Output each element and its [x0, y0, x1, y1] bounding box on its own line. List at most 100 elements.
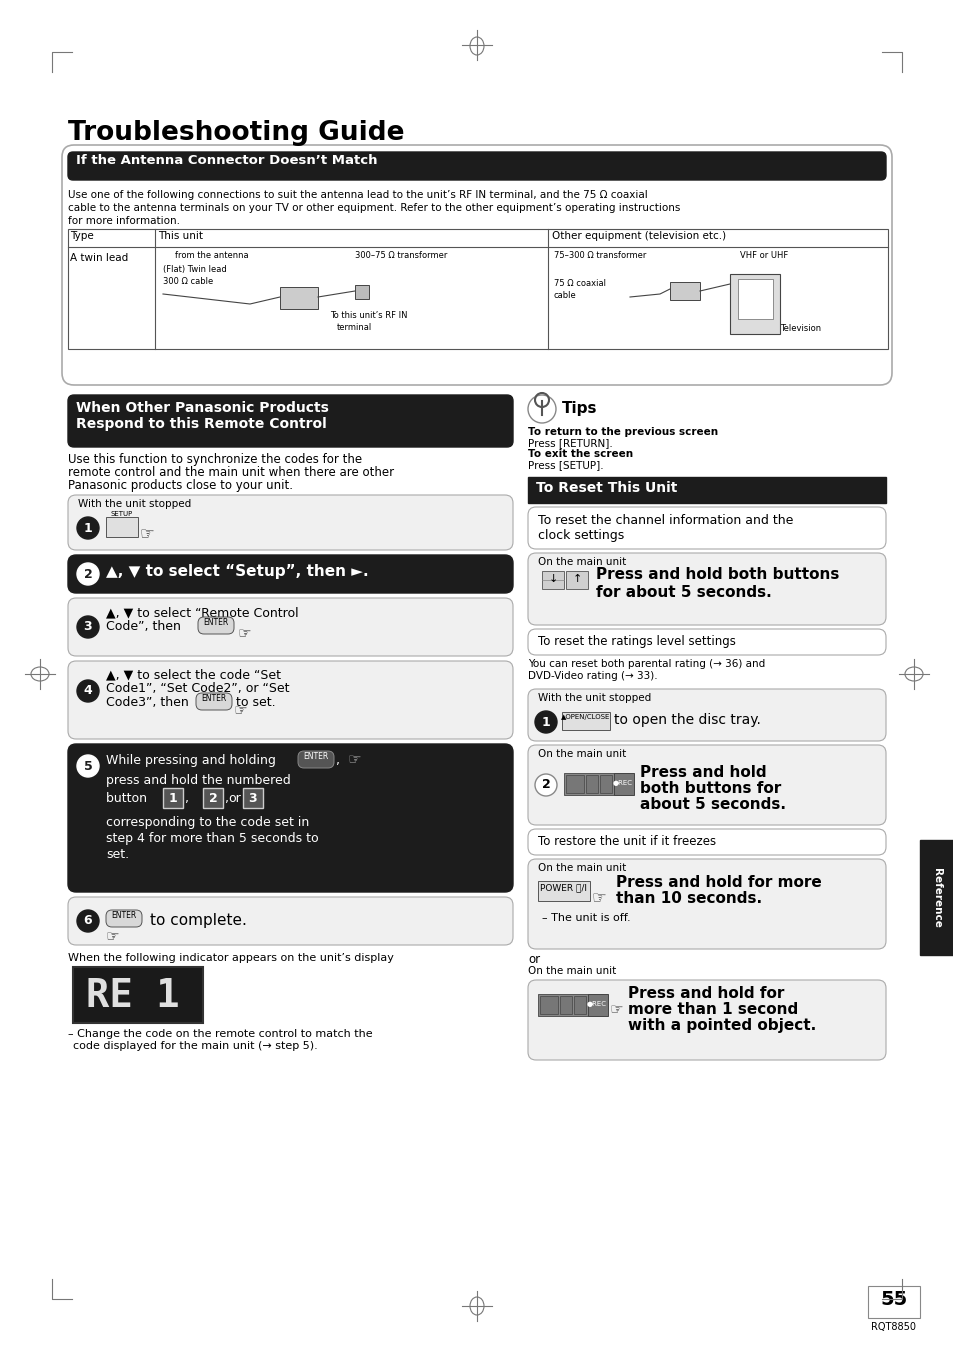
Text: ☞: ☞ [609, 1002, 623, 1017]
Text: Use one of the following connections to suit the antenna lead to the unit’s RF I: Use one of the following connections to … [68, 190, 647, 200]
Text: corresponding to the code set in: corresponding to the code set in [106, 816, 309, 830]
FancyBboxPatch shape [68, 555, 513, 593]
Text: more than 1 second: more than 1 second [627, 1002, 798, 1017]
Text: ●REC: ●REC [613, 780, 633, 786]
Text: 1: 1 [169, 792, 177, 804]
Text: 2: 2 [209, 792, 217, 804]
Bar [919, 840, 953, 955]
Text: If the Antenna Connector Doesn’t Match: If the Antenna Connector Doesn’t Match [76, 154, 377, 168]
Text: 3: 3 [84, 620, 92, 634]
Text: – The unit is off.: – The unit is off. [541, 913, 630, 923]
Text: Press and hold for more: Press and hold for more [616, 875, 821, 890]
Circle shape [527, 394, 556, 423]
Text: Television: Television [780, 324, 821, 332]
Text: 300–75 Ω transformer: 300–75 Ω transformer [355, 251, 447, 259]
Bar [243, 788, 263, 808]
Bar [669, 282, 700, 300]
Text: ↓: ↓ [548, 574, 558, 584]
Text: 75–300 Ω transformer: 75–300 Ω transformer [554, 251, 646, 259]
Text: On the main unit: On the main unit [537, 557, 625, 567]
Bar [563, 773, 628, 794]
Text: from the antenna: from the antenna [174, 251, 249, 259]
Text: ▲OPEN/CLOSE: ▲OPEN/CLOSE [560, 713, 610, 720]
Text: To this unit’s RF IN: To this unit’s RF IN [330, 311, 407, 320]
Text: cable: cable [554, 290, 577, 300]
Bar [537, 994, 602, 1016]
Bar [541, 571, 563, 589]
Text: ☞: ☞ [592, 889, 606, 907]
Text: ▲, ▼ to select the code “Set: ▲, ▼ to select the code “Set [106, 667, 281, 681]
Text: Use this function to synchronize the codes for the: Use this function to synchronize the cod… [68, 453, 362, 466]
FancyBboxPatch shape [195, 693, 232, 711]
Bar [559, 996, 572, 1015]
FancyBboxPatch shape [527, 630, 885, 655]
Text: – Change the code on the remote control to match the: – Change the code on the remote control … [68, 1029, 373, 1039]
Circle shape [535, 711, 557, 734]
Text: for about 5 seconds.: for about 5 seconds. [596, 585, 771, 600]
Text: RQT8850: RQT8850 [871, 1323, 916, 1332]
Text: 2: 2 [84, 567, 92, 581]
Text: (Flat) Twin lead: (Flat) Twin lead [163, 265, 227, 274]
FancyBboxPatch shape [527, 744, 885, 825]
FancyBboxPatch shape [68, 661, 513, 739]
Bar [867, 1286, 919, 1319]
Text: ☞: ☞ [237, 626, 252, 640]
Text: ENTER: ENTER [112, 911, 136, 920]
Text: button: button [106, 792, 151, 805]
Text: cable to the antenna terminals on your TV or other equipment. Refer to the other: cable to the antenna terminals on your T… [68, 203, 679, 213]
Text: Troubleshooting Guide: Troubleshooting Guide [68, 120, 404, 146]
Text: or: or [527, 952, 539, 966]
FancyBboxPatch shape [527, 979, 885, 1061]
Text: On the main unit: On the main unit [537, 748, 625, 759]
Text: with a pointed object.: with a pointed object. [627, 1019, 816, 1034]
FancyBboxPatch shape [527, 553, 885, 626]
Text: To reset the channel information and the: To reset the channel information and the [537, 513, 793, 527]
Circle shape [77, 616, 99, 638]
Circle shape [77, 755, 99, 777]
Text: With the unit stopped: With the unit stopped [78, 499, 191, 509]
Text: ●REC: ●REC [586, 1001, 606, 1006]
Text: to set.: to set. [235, 696, 275, 709]
Text: 4: 4 [84, 685, 92, 697]
FancyBboxPatch shape [527, 859, 885, 948]
Text: 3: 3 [249, 792, 257, 804]
Circle shape [77, 680, 99, 703]
Text: 2: 2 [541, 778, 550, 792]
FancyBboxPatch shape [198, 617, 233, 634]
Text: Press and hold: Press and hold [639, 765, 766, 780]
Text: A twin lead: A twin lead [70, 253, 128, 263]
Text: To exit the screen: To exit the screen [527, 449, 633, 459]
FancyBboxPatch shape [68, 153, 885, 180]
Text: Press [SETUP].: Press [SETUP]. [527, 459, 603, 470]
Text: ▲, ▼ to select “Setup”, then ►.: ▲, ▼ to select “Setup”, then ►. [106, 563, 368, 580]
Circle shape [77, 517, 99, 539]
Text: You can reset both parental rating (→ 36) and: You can reset both parental rating (→ 36… [527, 659, 764, 669]
Bar [163, 788, 183, 808]
Text: code displayed for the main unit (→ step 5).: code displayed for the main unit (→ step… [73, 1042, 317, 1051]
Circle shape [77, 563, 99, 585]
Bar [738, 280, 772, 319]
FancyBboxPatch shape [527, 830, 885, 855]
Text: 1: 1 [84, 521, 92, 535]
Text: Code1”, “Set Code2”, or “Set: Code1”, “Set Code2”, or “Set [106, 682, 289, 694]
Text: than 10 seconds.: than 10 seconds. [616, 892, 761, 907]
Text: ENTER: ENTER [303, 753, 328, 761]
Text: ▲, ▼ to select “Remote Control: ▲, ▼ to select “Remote Control [106, 607, 298, 619]
Bar [68, 230, 887, 349]
Text: ,: , [225, 792, 229, 805]
Bar [614, 773, 634, 794]
Text: To Reset This Unit: To Reset This Unit [536, 481, 677, 494]
Bar [599, 775, 612, 793]
Bar [565, 571, 587, 589]
Bar [539, 996, 558, 1015]
Text: On the main unit: On the main unit [537, 863, 625, 873]
Bar [527, 477, 885, 503]
Text: On the main unit: On the main unit [527, 966, 616, 975]
Text: SETUP: SETUP [111, 511, 133, 517]
Bar [73, 967, 203, 1023]
Text: 1: 1 [541, 716, 550, 728]
Text: ENTER: ENTER [203, 617, 229, 627]
FancyBboxPatch shape [297, 751, 334, 767]
Text: remote control and the main unit when there are other: remote control and the main unit when th… [68, 466, 394, 480]
Text: press and hold the numbered: press and hold the numbered [106, 774, 291, 788]
